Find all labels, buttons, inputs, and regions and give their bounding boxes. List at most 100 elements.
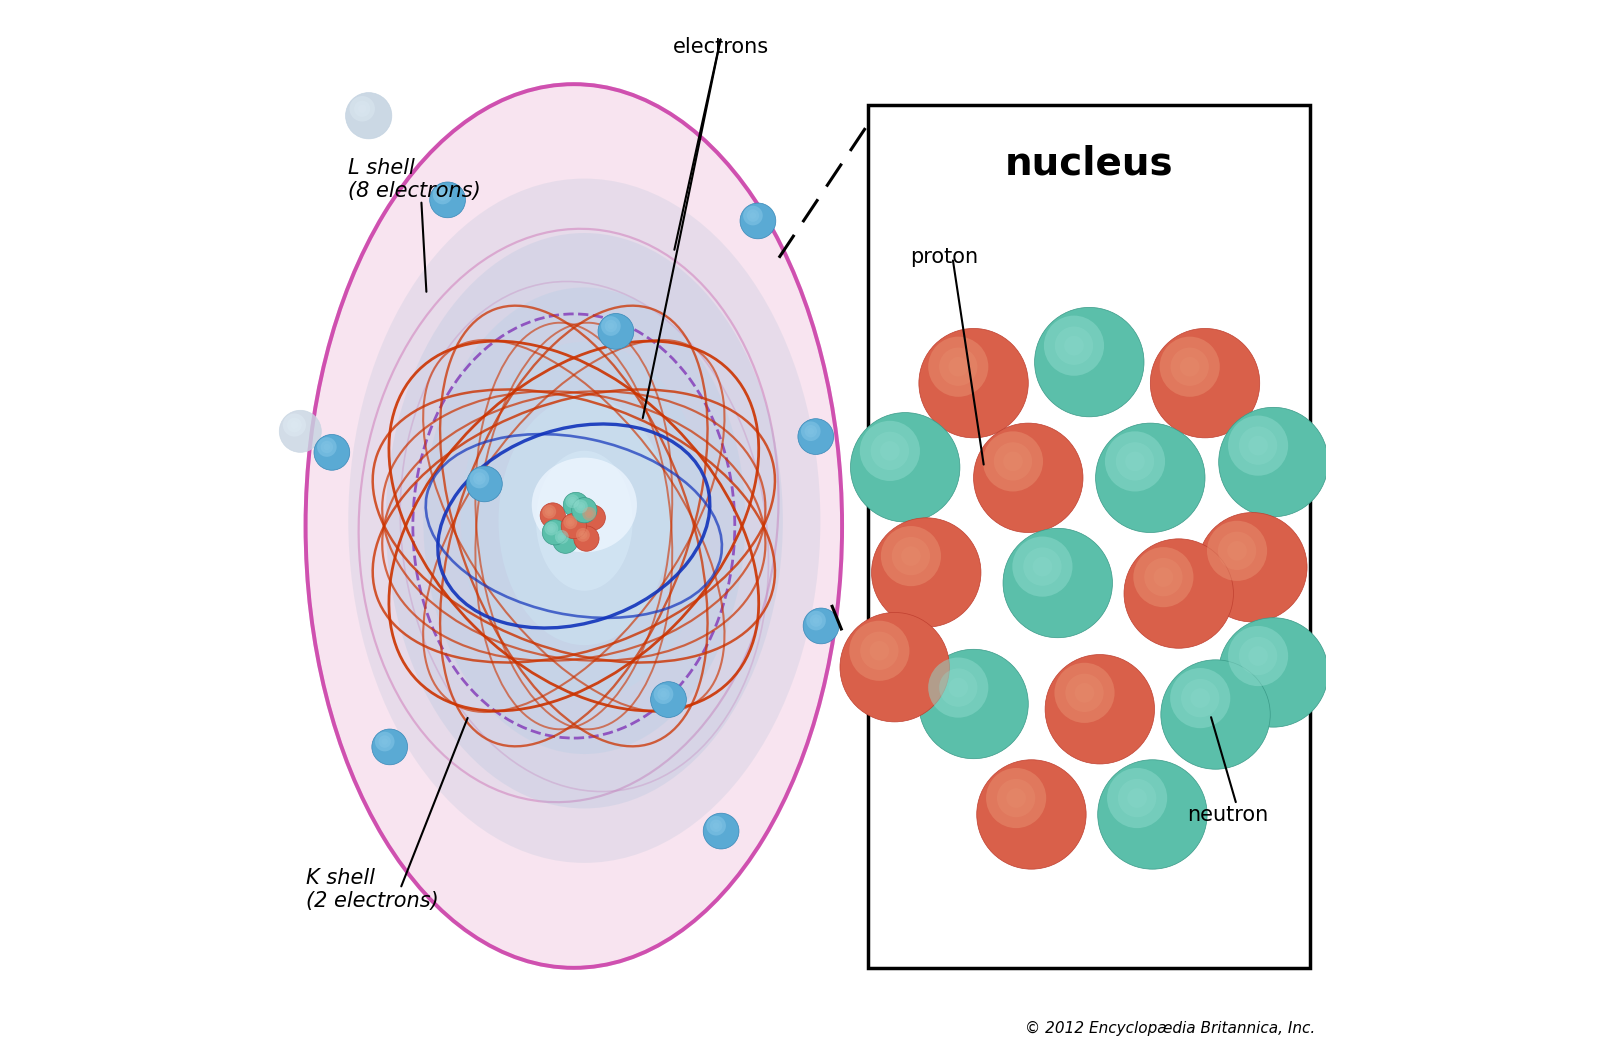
Circle shape (346, 93, 392, 139)
Circle shape (568, 497, 578, 506)
Circle shape (882, 526, 941, 586)
Circle shape (861, 631, 899, 670)
Circle shape (563, 515, 578, 529)
Circle shape (742, 206, 763, 225)
Circle shape (1238, 426, 1277, 465)
Circle shape (997, 778, 1035, 817)
Circle shape (571, 498, 597, 523)
Circle shape (1219, 618, 1328, 727)
Circle shape (1066, 673, 1104, 712)
Circle shape (544, 522, 558, 535)
Circle shape (710, 820, 722, 832)
Circle shape (557, 532, 566, 542)
Circle shape (1198, 512, 1307, 622)
Circle shape (651, 682, 686, 717)
Circle shape (714, 823, 720, 829)
Circle shape (949, 677, 968, 697)
Circle shape (939, 347, 978, 386)
Circle shape (283, 413, 306, 437)
Text: electrons: electrons (674, 37, 770, 57)
Circle shape (1248, 436, 1267, 456)
Circle shape (1098, 760, 1206, 869)
Circle shape (560, 534, 565, 540)
Circle shape (1032, 557, 1053, 576)
Circle shape (918, 328, 1029, 438)
Circle shape (581, 505, 605, 530)
Circle shape (850, 621, 909, 681)
Circle shape (1003, 528, 1112, 638)
Circle shape (581, 532, 586, 538)
Circle shape (901, 546, 920, 566)
Circle shape (1054, 663, 1115, 723)
Circle shape (586, 509, 594, 519)
Circle shape (949, 357, 968, 377)
Circle shape (323, 444, 330, 450)
Circle shape (563, 492, 589, 518)
Circle shape (741, 203, 776, 239)
Circle shape (806, 611, 826, 630)
Text: K shell
(2 electrons): K shell (2 electrons) (306, 868, 438, 911)
Circle shape (1190, 688, 1210, 708)
Circle shape (576, 528, 590, 542)
Circle shape (810, 614, 822, 627)
Circle shape (661, 691, 667, 697)
Circle shape (706, 816, 726, 835)
Circle shape (568, 520, 573, 525)
Circle shape (1106, 431, 1165, 491)
Circle shape (859, 421, 920, 481)
Circle shape (1115, 442, 1154, 481)
Circle shape (1133, 547, 1194, 607)
Text: nucleus: nucleus (1005, 144, 1174, 182)
Circle shape (1162, 660, 1270, 769)
Circle shape (1096, 423, 1205, 532)
Circle shape (1045, 654, 1155, 764)
Circle shape (750, 213, 757, 219)
Circle shape (542, 520, 568, 545)
Circle shape (314, 434, 350, 470)
Circle shape (1064, 336, 1083, 356)
Circle shape (358, 104, 366, 113)
Circle shape (280, 410, 322, 452)
Circle shape (474, 472, 486, 485)
Ellipse shape (386, 232, 782, 809)
Circle shape (541, 503, 565, 528)
Circle shape (1024, 547, 1061, 586)
Circle shape (467, 466, 502, 502)
Circle shape (986, 768, 1046, 828)
Circle shape (430, 182, 466, 218)
Circle shape (982, 431, 1043, 491)
Circle shape (1144, 558, 1182, 596)
Circle shape (654, 685, 674, 704)
Circle shape (1248, 646, 1267, 666)
Circle shape (291, 421, 298, 429)
Circle shape (1227, 626, 1288, 686)
Circle shape (973, 423, 1083, 532)
Circle shape (808, 428, 814, 434)
Circle shape (805, 425, 818, 438)
Circle shape (891, 537, 930, 575)
Circle shape (658, 688, 670, 701)
Circle shape (432, 185, 453, 204)
Circle shape (440, 191, 446, 198)
Circle shape (374, 732, 395, 751)
Circle shape (547, 524, 555, 533)
Circle shape (317, 438, 336, 457)
Circle shape (1227, 541, 1246, 561)
Circle shape (1171, 347, 1210, 386)
Circle shape (598, 313, 634, 349)
Circle shape (928, 658, 989, 717)
Circle shape (587, 511, 592, 517)
Circle shape (1006, 788, 1026, 808)
Circle shape (1160, 337, 1219, 397)
Text: © 2012 Encyclopædia Britannica, Inc.: © 2012 Encyclopædia Britannica, Inc. (1026, 1021, 1315, 1036)
Circle shape (939, 668, 978, 707)
Circle shape (286, 418, 302, 432)
Ellipse shape (349, 179, 821, 863)
Circle shape (469, 469, 490, 488)
Circle shape (546, 507, 554, 517)
Circle shape (549, 526, 554, 531)
Circle shape (798, 419, 834, 454)
Circle shape (1043, 316, 1104, 376)
Circle shape (872, 518, 981, 627)
Circle shape (747, 209, 758, 222)
